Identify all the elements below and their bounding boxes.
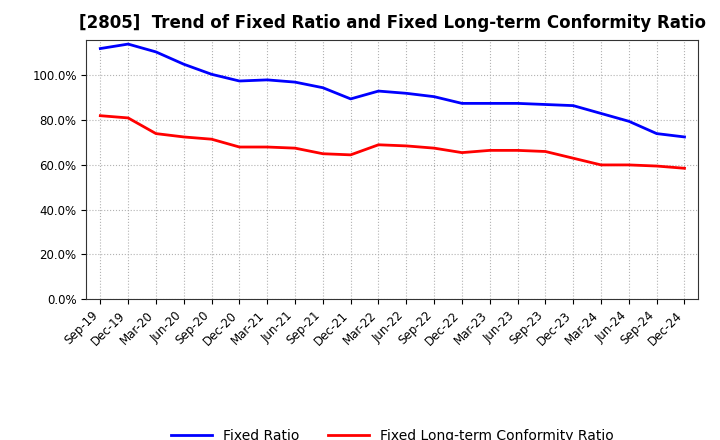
Fixed Ratio — [513, 101, 522, 106]
Fixed Long-term Conformity Ratio — [597, 162, 606, 168]
Fixed Ratio — [291, 80, 300, 85]
Fixed Long-term Conformity Ratio — [569, 156, 577, 161]
Fixed Long-term Conformity Ratio — [430, 146, 438, 151]
Fixed Ratio — [597, 111, 606, 116]
Fixed Ratio — [680, 134, 689, 139]
Fixed Long-term Conformity Ratio — [235, 144, 243, 150]
Fixed Ratio — [263, 77, 271, 83]
Fixed Ratio — [152, 49, 161, 55]
Fixed Long-term Conformity Ratio — [152, 131, 161, 136]
Fixed Long-term Conformity Ratio — [402, 143, 410, 149]
Fixed Ratio — [652, 131, 661, 136]
Fixed Long-term Conformity Ratio — [485, 148, 494, 153]
Fixed Long-term Conformity Ratio — [680, 165, 689, 171]
Fixed Ratio — [541, 102, 550, 107]
Fixed Long-term Conformity Ratio — [291, 146, 300, 151]
Fixed Ratio — [402, 91, 410, 96]
Fixed Long-term Conformity Ratio — [458, 150, 467, 155]
Fixed Long-term Conformity Ratio — [624, 162, 633, 168]
Fixed Ratio — [96, 46, 104, 51]
Title: [2805]  Trend of Fixed Ratio and Fixed Long-term Conformity Ratio: [2805] Trend of Fixed Ratio and Fixed Lo… — [79, 15, 706, 33]
Fixed Ratio — [485, 101, 494, 106]
Fixed Long-term Conformity Ratio — [207, 136, 216, 142]
Fixed Ratio — [235, 78, 243, 84]
Fixed Ratio — [374, 88, 383, 94]
Fixed Ratio — [569, 103, 577, 108]
Line: Fixed Long-term Conformity Ratio: Fixed Long-term Conformity Ratio — [100, 116, 685, 168]
Fixed Ratio — [318, 85, 327, 90]
Fixed Ratio — [430, 94, 438, 99]
Fixed Long-term Conformity Ratio — [179, 134, 188, 139]
Fixed Ratio — [624, 119, 633, 124]
Fixed Long-term Conformity Ratio — [374, 142, 383, 147]
Fixed Ratio — [179, 62, 188, 67]
Fixed Long-term Conformity Ratio — [318, 151, 327, 156]
Fixed Long-term Conformity Ratio — [263, 144, 271, 150]
Legend: Fixed Ratio, Fixed Long-term Conformity Ratio: Fixed Ratio, Fixed Long-term Conformity … — [171, 429, 614, 440]
Fixed Ratio — [207, 72, 216, 77]
Fixed Long-term Conformity Ratio — [541, 149, 550, 154]
Fixed Ratio — [124, 41, 132, 47]
Fixed Long-term Conformity Ratio — [513, 148, 522, 153]
Fixed Long-term Conformity Ratio — [96, 113, 104, 118]
Fixed Long-term Conformity Ratio — [652, 163, 661, 169]
Line: Fixed Ratio: Fixed Ratio — [100, 44, 685, 137]
Fixed Long-term Conformity Ratio — [124, 115, 132, 121]
Fixed Ratio — [458, 101, 467, 106]
Fixed Ratio — [346, 96, 355, 102]
Fixed Long-term Conformity Ratio — [346, 152, 355, 158]
